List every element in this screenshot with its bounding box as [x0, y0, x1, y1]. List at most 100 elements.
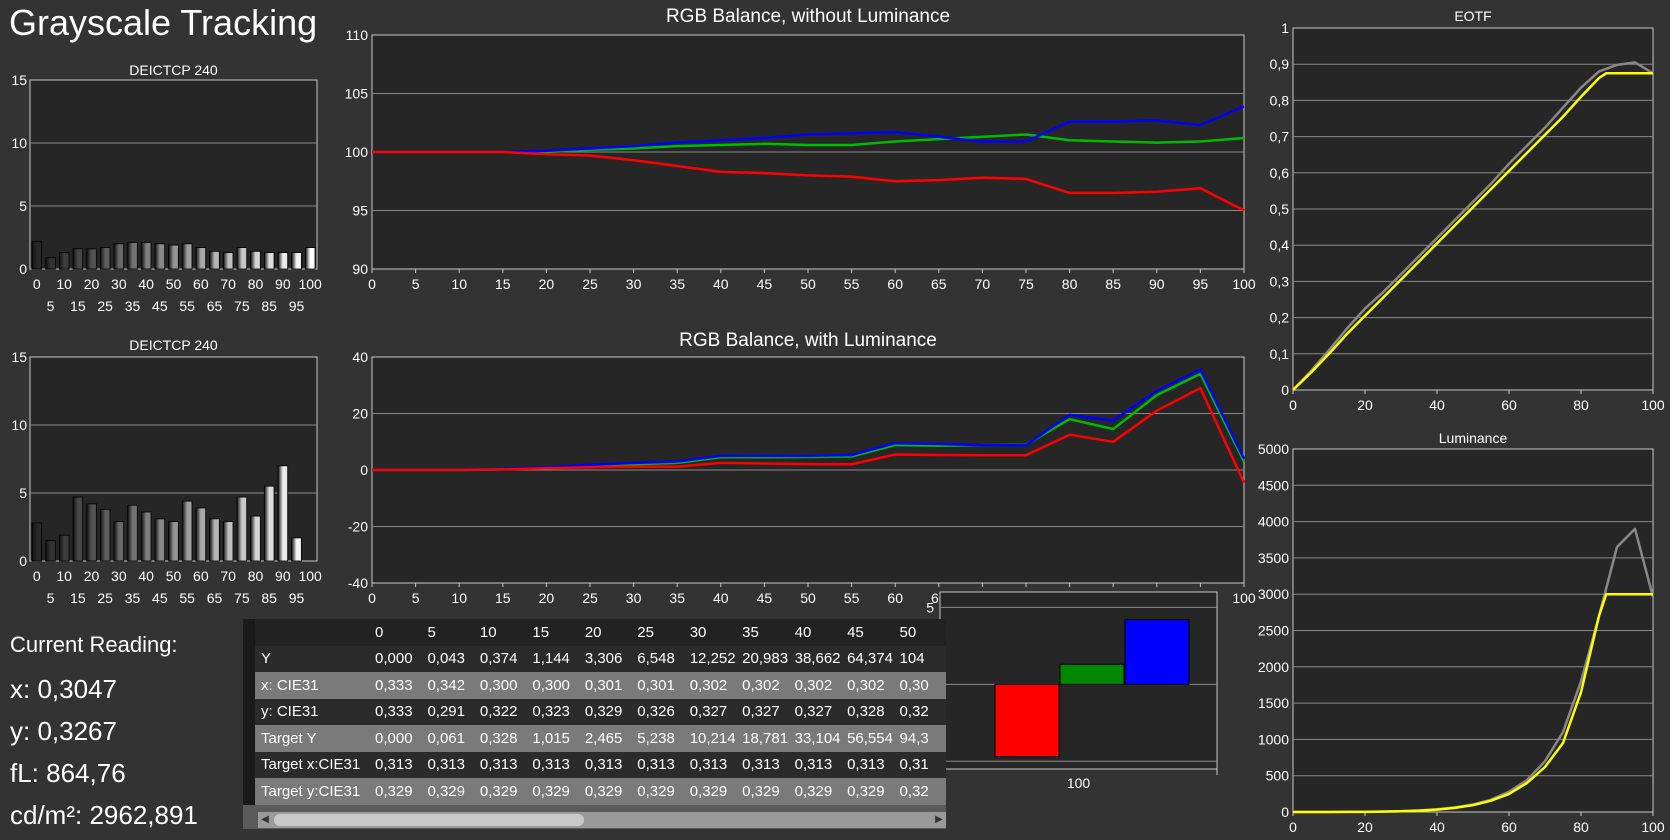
x-tick-label: 5 — [412, 276, 420, 292]
table-cell: 0,329 — [794, 782, 833, 800]
table-cell: 38,662 — [794, 650, 841, 668]
x-tick-label: 50 — [166, 276, 182, 292]
table-header-label — [255, 619, 369, 646]
table-row[interactable]: Y 0,000 0,043 0,374 1,144 3,306 6,548 12,252 20,… — [243, 645, 946, 672]
x-tick-label: 10 — [451, 590, 467, 606]
scroll-right-arrow-icon[interactable]: ▶ — [935, 814, 943, 825]
y-tick-label: 95 — [352, 203, 368, 219]
x-tick-label: 25 — [97, 298, 113, 314]
table-column-header: 20 — [584, 623, 602, 641]
x-tick-label: 50 — [166, 568, 182, 584]
page-title: Grayscale Tracking — [9, 2, 318, 43]
y-tick-label: 20 — [352, 406, 368, 422]
bar — [277, 252, 289, 270]
table-cell: 0,291 — [427, 703, 465, 721]
x-tick-label: 75 — [234, 590, 250, 606]
table-cell: 0,313 — [689, 756, 728, 774]
bar — [99, 508, 111, 562]
x-tick-label: 0 — [368, 590, 376, 606]
x-tick-label: 15 — [70, 298, 86, 314]
y-tick-label: 1500 — [1258, 695, 1289, 711]
table-cell: 94,3 — [899, 729, 929, 747]
table-cell: 0,329 — [427, 782, 465, 800]
bar — [181, 500, 193, 562]
current-reading-heading: Current Reading: — [10, 632, 178, 657]
series-line — [372, 150, 1245, 212]
table-cell: 0,313 — [532, 756, 570, 774]
table-cell: 0,374 — [479, 650, 518, 668]
x-tick-label: 100 — [298, 568, 322, 584]
x-tick-label: 30 — [111, 568, 127, 584]
x-tick-label: 45 — [757, 276, 773, 292]
x-tick-label: 20 — [539, 590, 555, 606]
x-tick-label: 85 — [1105, 276, 1121, 292]
x-tick-label: 20 — [84, 568, 100, 584]
table-cell: 0,043 — [427, 650, 465, 668]
x-tick-label: 20 — [1357, 397, 1373, 413]
table-row[interactable]: Target x:CIE31 0,313 0,313 0,313 0,313 0,313 0… — [243, 751, 946, 778]
table-row-header[interactable] — [243, 645, 255, 672]
y-tick-label: 10 — [11, 135, 27, 151]
bar — [209, 250, 220, 270]
scroll-thumb[interactable] — [274, 814, 584, 826]
table-cell: 0,301 — [637, 676, 675, 694]
x-tick-label: 100 — [298, 276, 322, 292]
table-corner — [243, 619, 255, 646]
table-column-header: 25 — [637, 623, 654, 641]
x-tick-label: 100 — [1232, 276, 1256, 292]
bar — [154, 243, 166, 270]
x-tick-label: 85 — [261, 590, 277, 606]
x-tick-label: 40 — [713, 276, 729, 292]
scroll-left-arrow-icon[interactable]: ◀ — [261, 814, 269, 825]
table-cell: 0,329 — [375, 782, 413, 800]
table-cell: 0,327 — [742, 703, 780, 721]
table-cell: 0,313 — [479, 756, 518, 774]
measurement-table-panel[interactable]: 0 5 10 15 20 25 30 35 40 45 50 Y 0,000 0,043 0,374 1,1… — [243, 619, 946, 829]
table-row-label: Y — [261, 650, 272, 668]
x-tick-label: 25 — [582, 590, 598, 606]
x-tick-label: 55 — [844, 590, 860, 606]
table-horizontal-scrollbar[interactable]: ◀ ▶ — [258, 812, 946, 828]
table-row[interactable]: Target y:CIE31 0,329 0,329 0,329 0,329 0,329 0… — [243, 778, 946, 805]
table-row-header[interactable] — [243, 725, 255, 752]
bar — [168, 244, 179, 270]
table-row-header[interactable] — [243, 778, 255, 805]
y-tick-label: 0,2 — [1270, 310, 1290, 326]
table-cell: 0,300 — [479, 676, 518, 694]
series-line — [1292, 61, 1654, 391]
table-row-header[interactable] — [243, 751, 255, 778]
table-cell: 12,252 — [689, 650, 736, 668]
x-tick-label: 60 — [1501, 397, 1517, 413]
x-tick-label: 100 — [1067, 775, 1091, 791]
chart-title: DEICTCP 240 — [129, 337, 218, 353]
table-cell: 18,781 — [742, 729, 789, 747]
table-row[interactable]: Target Y 0,000 0,061 0,328 1,015 2,465 5,238 10… — [243, 725, 946, 752]
table-cell: 56,554 — [847, 729, 893, 747]
bar — [304, 247, 316, 270]
x-tick-label: 80 — [248, 568, 264, 584]
table-column-header: 35 — [742, 623, 759, 641]
table-row[interactable]: x: CIE31 0,333 0,342 0,300 0,300 0,301 0,301 0,… — [243, 672, 946, 699]
table-column-header: 0 — [375, 623, 384, 641]
table-column-header: 15 — [532, 623, 550, 641]
bar — [86, 248, 97, 270]
bar — [250, 250, 261, 270]
table-cell: 0,327 — [794, 703, 833, 721]
table-row-header[interactable] — [243, 698, 255, 725]
reading-cdm2: cd/m²: 2962,891 — [10, 800, 198, 830]
measurement-table: 0 5 10 15 20 25 30 35 40 45 50 Y 0,000 0,043 0,374 1,1… — [243, 619, 946, 805]
chart-title: EOTF — [1454, 8, 1491, 24]
bar — [994, 683, 1060, 758]
table-cell: 0,342 — [427, 676, 465, 694]
table-row-header[interactable] — [243, 672, 255, 699]
table-cell: 6,548 — [637, 650, 675, 668]
x-tick-label: 10 — [56, 568, 72, 584]
table-cell: 5,238 — [637, 729, 675, 747]
bar — [222, 252, 234, 270]
x-tick-label: 80 — [1062, 276, 1078, 292]
table-row[interactable]: y: CIE31 0,333 0,291 0,322 0,323 0,329 0,326 0,… — [243, 698, 946, 725]
x-tick-label: 20 — [1357, 819, 1373, 835]
table-cell: 0,322 — [479, 703, 518, 721]
x-tick-label: 55 — [844, 276, 860, 292]
chart-title: RGB Balance, without Luminance — [666, 6, 950, 27]
